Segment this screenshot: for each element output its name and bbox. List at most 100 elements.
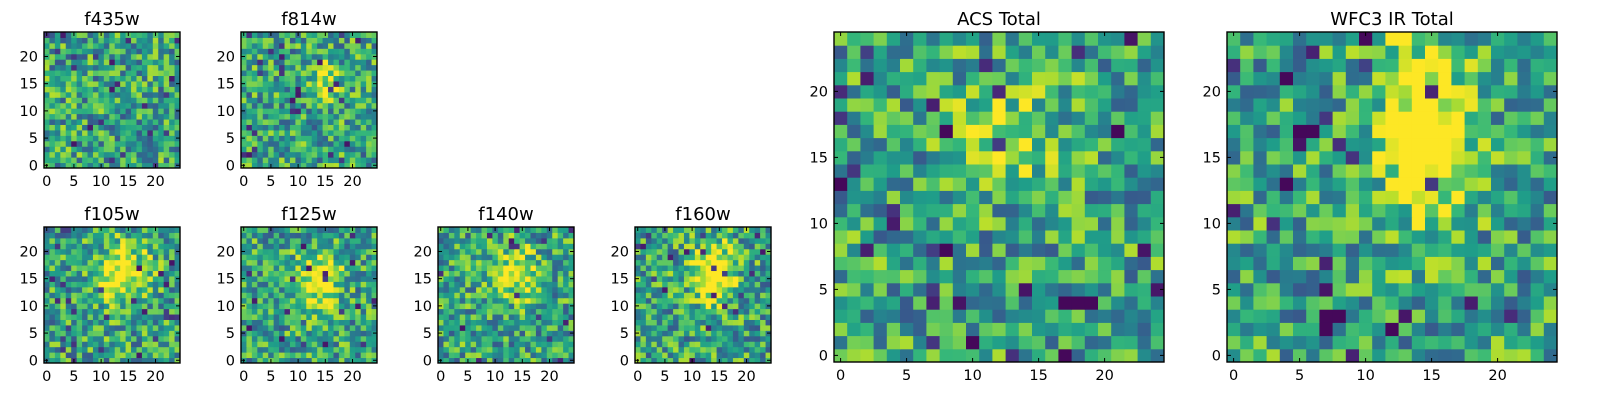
heatmap-cell [1137, 150, 1152, 165]
heatmap-cell [1425, 269, 1439, 284]
heatmap-cell [481, 237, 488, 244]
heatmap-cell [694, 319, 701, 326]
heatmap-cell [667, 237, 674, 244]
heatmap-cell [673, 335, 680, 342]
heatmap-cell [295, 292, 302, 299]
heatmap-cell [939, 203, 954, 218]
heatmap-cell [169, 341, 176, 348]
heatmap-cell [640, 275, 647, 282]
heatmap-cell [503, 265, 510, 272]
heatmap-cell [683, 352, 690, 359]
heatmap-cell [371, 265, 378, 272]
heatmap-cell [317, 341, 324, 348]
heatmap-cell [131, 324, 137, 331]
heatmap-cell [44, 102, 50, 109]
heatmap-cell [141, 53, 148, 60]
heatmap-cell [1058, 282, 1073, 297]
heatmap-cell [492, 341, 499, 348]
heatmap-cell [1137, 203, 1152, 218]
heatmap-cell [1084, 335, 1099, 350]
heatmap-cell [98, 124, 105, 131]
heatmap-cell [60, 270, 67, 277]
heatmap-cell [459, 259, 466, 266]
heatmap-cell [886, 296, 901, 310]
heatmap-cell [530, 227, 537, 233]
heatmap-cell [306, 254, 313, 261]
heatmap-cell [174, 64, 181, 71]
heatmap-cell [486, 297, 493, 304]
heatmap-cell [765, 319, 772, 326]
heatmap-cell [333, 281, 340, 288]
heatmap-cell [71, 292, 78, 299]
heatmap-cell [92, 37, 99, 44]
heatmap-cell [349, 151, 356, 158]
heatmap-cell [530, 237, 537, 244]
y-tick-label: 10 [217, 299, 235, 315]
heatmap-cell [87, 314, 94, 320]
heatmap-cell [743, 341, 750, 348]
heatmap-cell [1411, 190, 1426, 205]
heatmap-cell [847, 58, 861, 73]
heatmap-cell [465, 265, 472, 272]
heatmap-cell [60, 308, 67, 315]
heatmap-cell [1150, 137, 1165, 152]
heatmap-cell [289, 237, 296, 244]
heatmap-cell [251, 265, 258, 272]
heatmap-cell [530, 243, 537, 250]
heatmap-cell [1451, 282, 1466, 297]
heatmap-cell [678, 314, 685, 320]
heatmap-cell [71, 140, 78, 147]
heatmap-cell [317, 265, 324, 272]
heatmap-cell [470, 352, 477, 359]
heatmap-cell [1425, 309, 1439, 323]
heatmap-cell [873, 71, 888, 86]
heatmap-cell [349, 135, 356, 142]
heatmap-cell [131, 335, 137, 342]
x-tick-label: 20 [343, 369, 361, 385]
heatmap-cell [65, 281, 72, 288]
heatmap-cell [979, 124, 993, 139]
heatmap-cell [1530, 348, 1545, 363]
heatmap-cell [311, 275, 318, 282]
heatmap-cell [635, 314, 641, 320]
heatmap-cell [481, 346, 488, 353]
heatmap-cell [257, 297, 264, 304]
heatmap-cell [939, 256, 954, 271]
heatmap-cell [333, 297, 340, 304]
heatmap-cell [295, 53, 302, 60]
heatmap-cell [711, 281, 718, 288]
heatmap-cell [732, 346, 739, 353]
heatmap-cell [1124, 230, 1139, 244]
heatmap-cell [1438, 230, 1452, 244]
heatmap-cell [317, 254, 324, 261]
heatmap-cell [60, 346, 67, 353]
heatmap-cell [716, 352, 723, 359]
heatmap-cell [1227, 164, 1241, 178]
heatmap-cell [262, 53, 269, 60]
heatmap-cell [71, 286, 78, 293]
heatmap-cell [174, 129, 181, 136]
heatmap-cell [541, 265, 548, 272]
heatmap-cell [246, 319, 253, 326]
heatmap-cell [49, 335, 56, 342]
heatmap-cell [147, 314, 154, 320]
heatmap-cell [749, 308, 756, 315]
heatmap-cell [683, 324, 690, 331]
heatmap-cell [76, 102, 83, 109]
heatmap-cell [338, 102, 345, 109]
heatmap-cell [76, 91, 83, 98]
heatmap-cell [525, 248, 531, 255]
heatmap-cell [1084, 309, 1099, 323]
heatmap-cell [667, 259, 674, 266]
heatmap-cell [492, 259, 499, 266]
heatmap-cell [49, 275, 56, 282]
heatmap-cell [355, 259, 362, 266]
heatmap-cell [163, 80, 170, 87]
heatmap-cell [125, 53, 132, 60]
heatmap-cell [1372, 230, 1386, 244]
heatmap-cell [174, 48, 181, 55]
heatmap-cell [1150, 322, 1165, 337]
heatmap-cell [738, 243, 745, 250]
heatmap-cell [257, 265, 264, 272]
heatmap-cell [645, 248, 652, 255]
